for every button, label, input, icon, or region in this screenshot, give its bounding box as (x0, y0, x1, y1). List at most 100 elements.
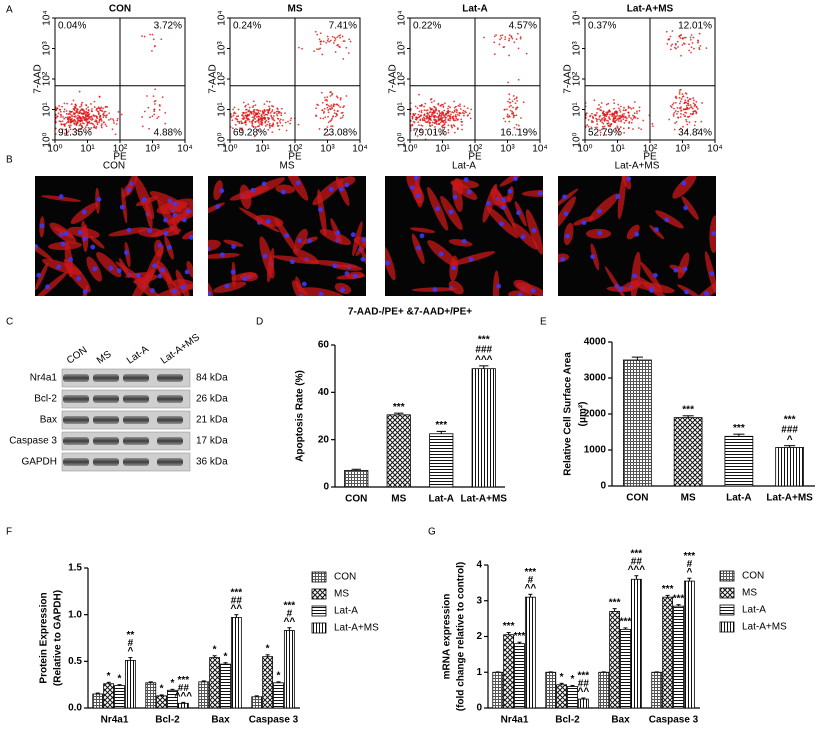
cell-body (229, 186, 270, 201)
event-dot (246, 115, 249, 117)
nucleus (147, 228, 153, 233)
cell-body (283, 176, 309, 201)
nucleus (280, 189, 286, 195)
event-dot (443, 109, 446, 112)
nucleus (261, 181, 267, 187)
nucleus (184, 269, 190, 275)
event-dot (621, 115, 624, 118)
event-dot (266, 113, 269, 116)
event-dot (627, 127, 630, 129)
event-dot (439, 121, 442, 124)
bar (273, 682, 284, 709)
quadrant-value: 7.41% (329, 21, 357, 32)
cell-body (681, 196, 699, 220)
event-dot (271, 109, 274, 111)
event-dot (260, 123, 263, 126)
event-dot (112, 120, 115, 122)
event-dot (266, 123, 269, 126)
event-dot (692, 97, 695, 99)
event-dot (330, 104, 333, 107)
event-dot (680, 98, 683, 100)
event-dot (72, 99, 75, 102)
event-dot (685, 120, 688, 123)
event-dot (248, 110, 250, 113)
event-dot (421, 117, 424, 120)
event-dot (677, 46, 679, 48)
nucleus (126, 227, 132, 233)
event-dot (610, 123, 613, 126)
event-dot (164, 112, 167, 114)
event-dot (143, 110, 146, 113)
event-dot (333, 103, 336, 106)
nucleus (618, 286, 624, 292)
event-dot (100, 123, 103, 125)
event-dot (248, 106, 251, 109)
nucleus (318, 291, 324, 296)
event-dot (666, 42, 669, 45)
event-dot (690, 46, 693, 49)
event-dot (244, 108, 247, 111)
event-dot (82, 117, 85, 120)
x-tick-label: MS (681, 493, 696, 504)
nucleus (560, 256, 566, 262)
cell-body (516, 282, 543, 296)
event-dot (264, 125, 267, 127)
y-tick-label: 10¹ (397, 102, 408, 117)
cell-body (514, 201, 527, 227)
event-dot (493, 53, 496, 56)
event-dot (319, 40, 322, 43)
y-tick-label: 10³ (217, 41, 228, 56)
x-tick-label: 10⁰ (577, 144, 592, 155)
event-dot (515, 114, 518, 117)
nucleus (500, 204, 506, 210)
event-dot (419, 129, 422, 132)
significance-mark: ^^^ (475, 354, 493, 365)
nucleus (150, 288, 155, 293)
event-dot (268, 122, 271, 125)
y-tick-label: 1.0 (68, 609, 82, 620)
event-dot (428, 122, 431, 125)
event-dot (318, 38, 321, 41)
event-dot (281, 124, 284, 127)
event-dot (617, 107, 620, 110)
event-dot (419, 119, 422, 122)
significance-mark: *** (284, 600, 296, 611)
cell-body (275, 184, 296, 194)
event-dot (678, 91, 681, 94)
event-dot (257, 118, 260, 120)
event-dot (97, 113, 100, 116)
event-dot (96, 121, 99, 124)
event-dot (76, 118, 79, 121)
cell-body (451, 181, 478, 200)
event-dot (513, 114, 516, 117)
event-dot (325, 103, 328, 106)
event-dot (684, 108, 687, 111)
event-dot (436, 112, 439, 115)
event-dot (335, 103, 338, 106)
event-dot (498, 43, 501, 46)
nucleus (338, 186, 344, 192)
event-dot (81, 122, 84, 124)
event-dot (512, 113, 515, 116)
significance-mark: *** (435, 420, 447, 431)
event-dot (93, 106, 96, 109)
event-dot (68, 126, 71, 128)
nucleus (500, 197, 506, 203)
event-dot (606, 122, 609, 125)
event-dot (603, 116, 605, 119)
legend-label: Lat-A+MS (334, 623, 379, 634)
event-dot (500, 37, 503, 39)
nucleus (565, 233, 570, 239)
event-dot (430, 101, 433, 104)
cell-body (655, 210, 684, 229)
event-dot (331, 117, 333, 120)
event-dot (446, 112, 449, 115)
event-dot (631, 118, 634, 121)
event-dot (326, 35, 329, 38)
event-dot (248, 109, 251, 112)
x-tick-label: Lat-A+MS (461, 494, 508, 505)
event-dot (431, 113, 433, 116)
event-dot (433, 115, 436, 118)
x-tick-label: 10² (468, 144, 483, 155)
nucleus (563, 211, 569, 217)
